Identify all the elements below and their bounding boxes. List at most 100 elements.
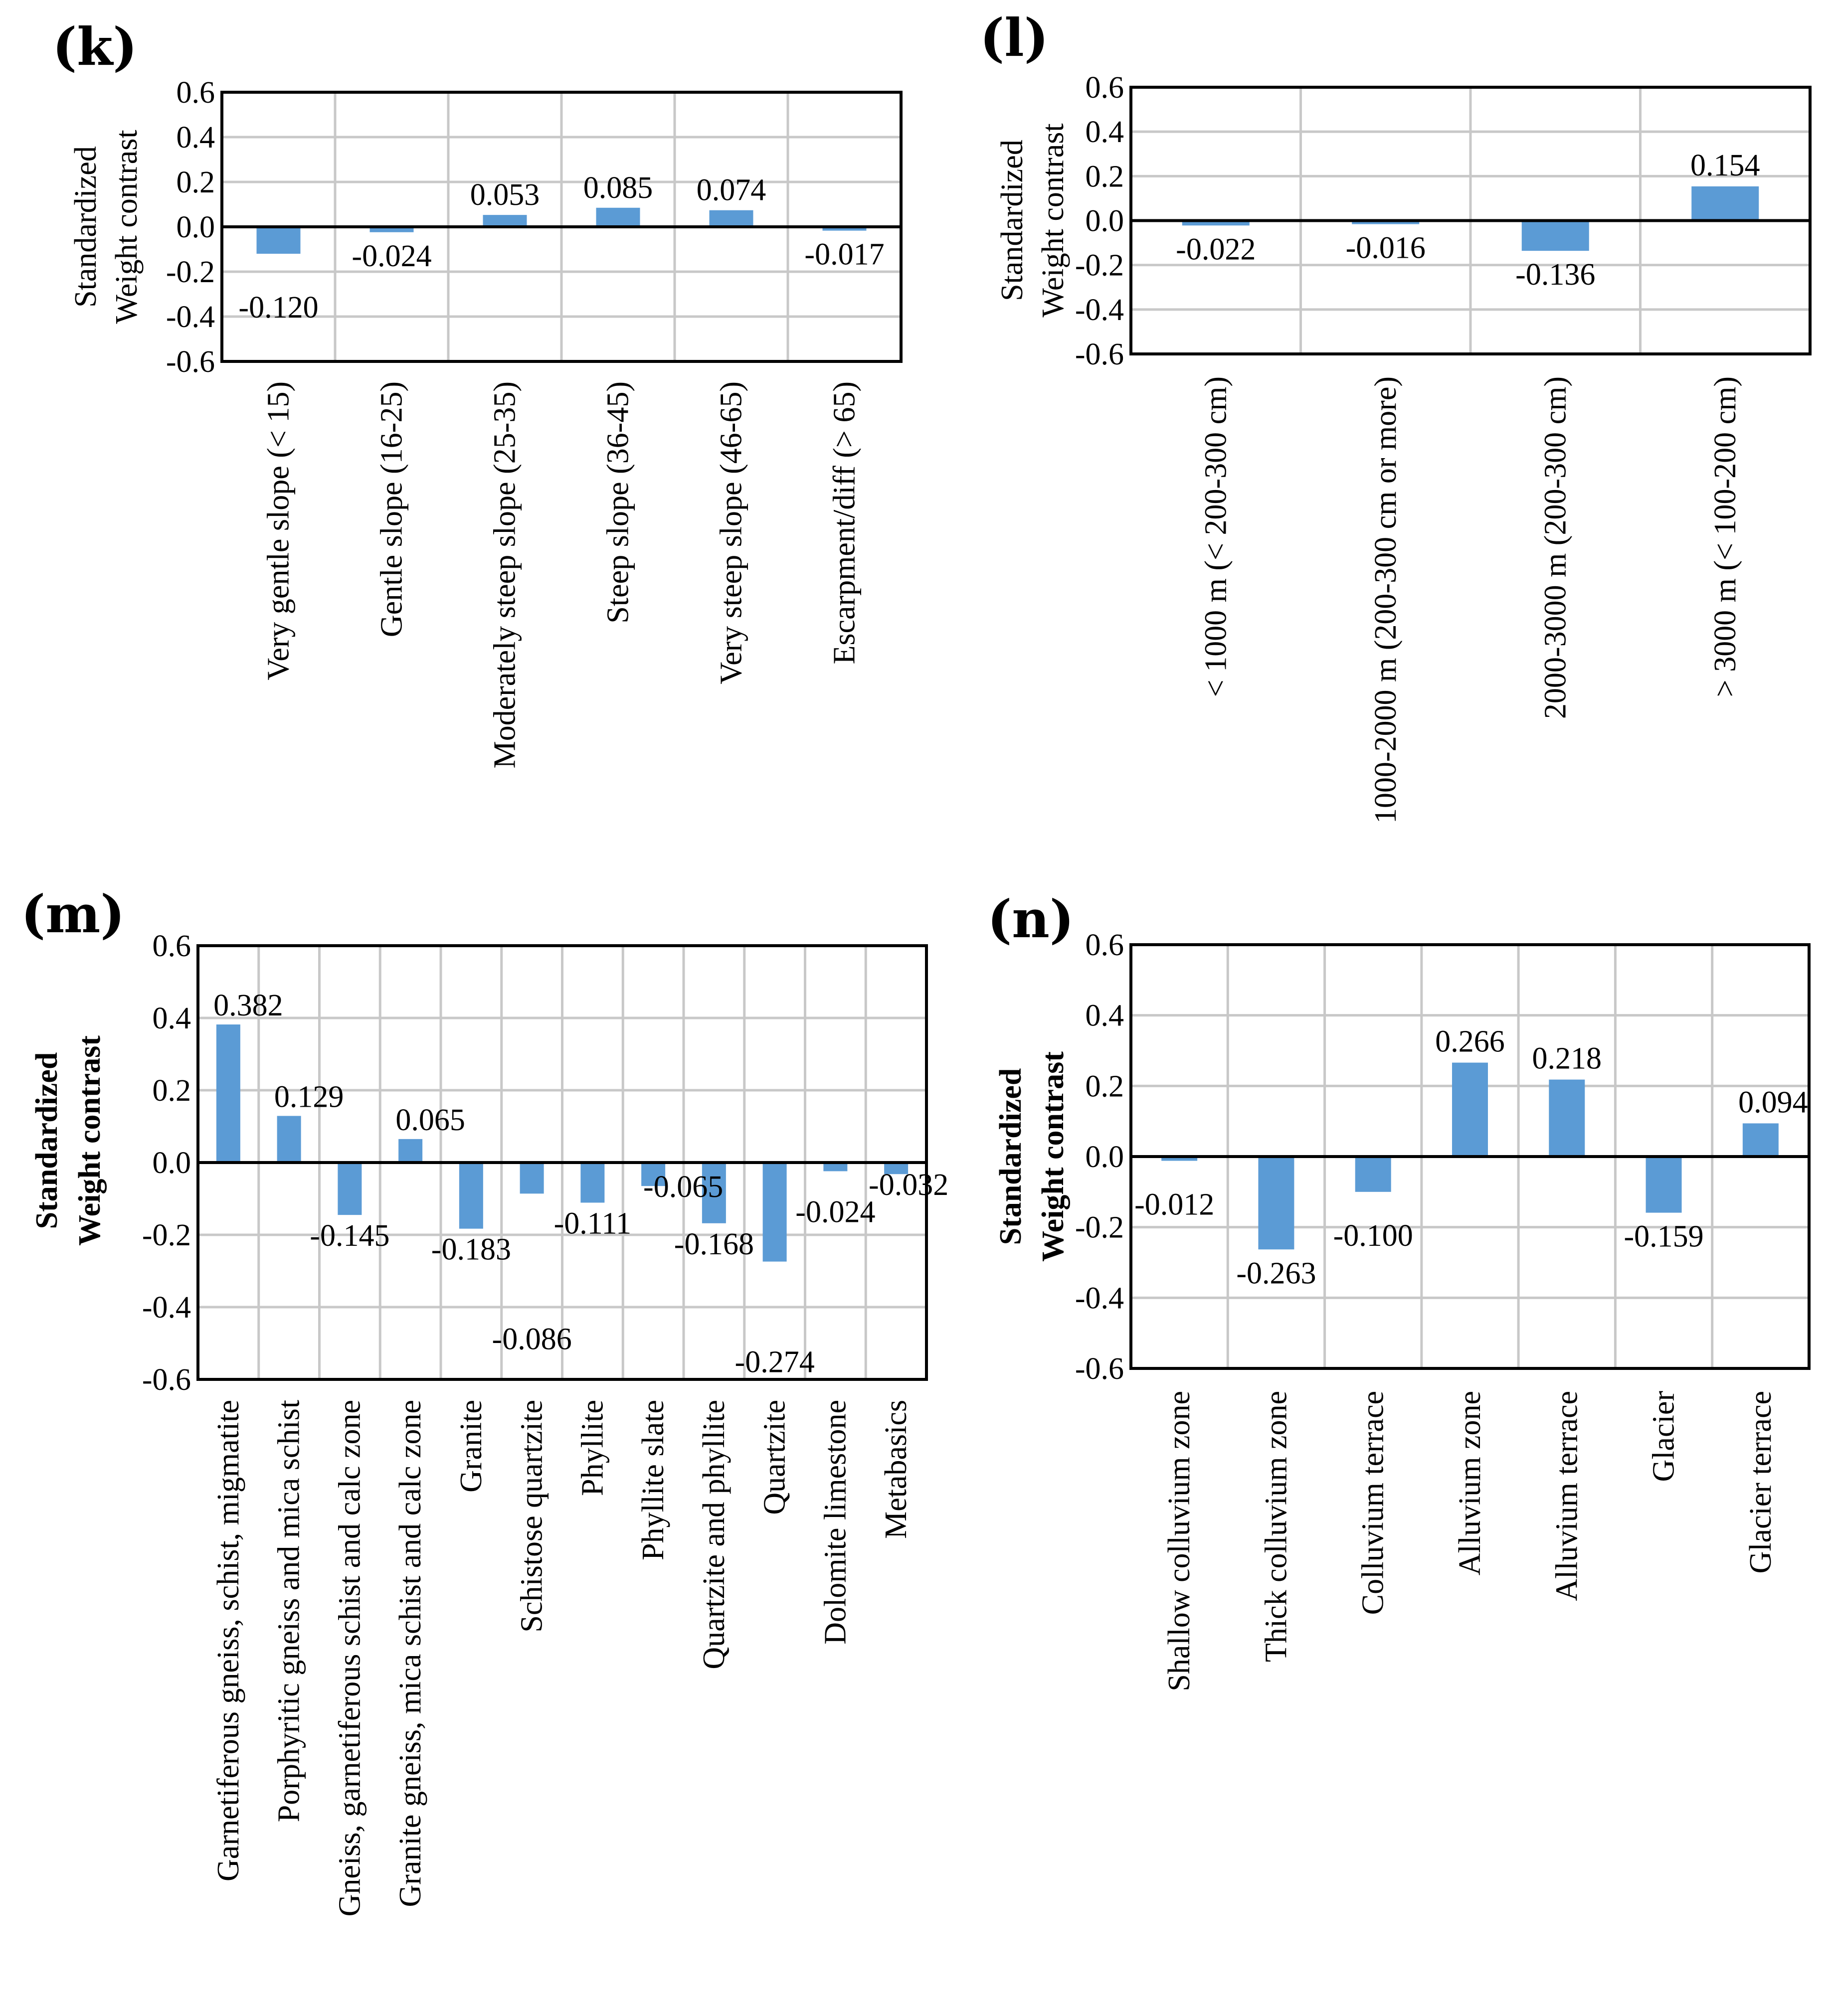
data-label: -0.145: [310, 1219, 389, 1253]
data-label: 0.266: [1435, 1025, 1505, 1059]
y-tick-label: 0.6: [1086, 928, 1124, 962]
y-tick-label: -0.2: [1075, 1211, 1124, 1245]
y-axis-title-line2: Weight contrast: [73, 1035, 107, 1246]
y-tick-label: -0.4: [166, 300, 215, 334]
y-axis-title-line1: Standardized: [69, 146, 103, 308]
y-tick-label: 0.0: [153, 1146, 191, 1180]
bar-4: [398, 1139, 423, 1163]
bar-4: [596, 207, 640, 227]
x-tick-label: Granite: [454, 1400, 488, 1493]
data-label: -0.017: [804, 238, 884, 272]
y-tick-label: 0.2: [1086, 1069, 1124, 1103]
x-tick-label: Glacier terrace: [1744, 1391, 1778, 1574]
data-label: 0.074: [697, 173, 766, 207]
bar-5: [709, 210, 753, 227]
y-tick-label: 0.2: [177, 166, 215, 199]
bar-8: [641, 1163, 666, 1186]
bar-2: [277, 1116, 301, 1163]
bar-10: [762, 1163, 787, 1262]
x-tick-label: Steep slope (36-45): [601, 381, 635, 624]
plot-frame: [1129, 943, 1811, 1370]
bar-1: [1182, 220, 1250, 226]
x-tick-label: 1000-2000 m (200-300 cm or more): [1369, 376, 1403, 824]
x-tick-label: Gentle slope (16-25): [375, 381, 409, 637]
bar-6: [520, 1163, 544, 1194]
data-label: -0.100: [1333, 1219, 1413, 1253]
x-tick-label: Garnetiferous gneiss, schist, migmatite: [211, 1400, 245, 1881]
panel-label: (l): [980, 7, 1049, 68]
x-tick-label: > 3000 m (< 100-200 cm): [1708, 376, 1742, 697]
y-tick-label: 0.4: [153, 1002, 191, 1035]
y-tick-label: 0.6: [153, 929, 191, 963]
bar-11: [823, 1163, 848, 1172]
x-tick-label: Colluvium terrace: [1356, 1391, 1390, 1615]
data-label: -0.016: [1346, 231, 1426, 265]
x-tick-label: < 1000 m (< 200-300 cm): [1199, 376, 1233, 697]
data-label: -0.086: [492, 1322, 572, 1356]
x-tick-label: Porphyritic gneiss and mica schist: [272, 1400, 306, 1822]
bar-2: [1258, 1157, 1294, 1250]
x-tick-label: Phyllite: [575, 1400, 609, 1496]
x-tick-label: Glacier: [1647, 1391, 1681, 1482]
y-tick-label: -0.2: [166, 255, 215, 289]
data-label: -0.111: [554, 1206, 632, 1240]
x-tick-label: Alluvium zone: [1453, 1391, 1487, 1575]
bar-3: [338, 1163, 362, 1215]
data-label: -0.183: [431, 1233, 511, 1267]
panel-label: (n): [987, 888, 1074, 950]
x-tick-label: Very steep slope (46-65): [715, 381, 748, 684]
y-tick-label: -0.2: [1075, 249, 1124, 283]
x-tick-label: Schistose quartzite: [515, 1400, 549, 1633]
bar-4: [1691, 186, 1759, 221]
x-tick-label: Gneiss, garnetiferous schist and calc zo…: [333, 1400, 366, 1916]
x-tick-label: Metabasics: [879, 1400, 913, 1539]
x-tick-label: Very gentle slope (< 15): [262, 381, 296, 680]
bar-2: [1352, 220, 1420, 224]
bar-5: [1549, 1079, 1585, 1157]
y-axis-title-line2: Weight contrast: [1036, 123, 1070, 317]
x-tick-label: Quartzite: [758, 1400, 792, 1515]
bar-7: [580, 1163, 605, 1203]
bar-3: [1521, 220, 1589, 251]
data-label: 0.065: [395, 1103, 465, 1137]
y-tick-label: 0.6: [1086, 71, 1124, 105]
chart-panel-2: (m) 0.6 0.4 0.2 0.0 -0.2 -0.4 -0.6 0.382 0.129 -0.…: [21, 883, 948, 1916]
data-label: -0.120: [238, 291, 318, 325]
bar-12: [884, 1163, 909, 1175]
y-tick-label: -0.6: [1075, 1352, 1124, 1386]
x-tick-label: Quartzite and phyllite: [697, 1400, 731, 1670]
bar-3: [483, 215, 527, 227]
y-tick-label: 0.0: [1086, 1140, 1124, 1174]
bar-1: [1161, 1157, 1198, 1161]
data-label: 0.053: [470, 178, 540, 212]
y-tick-label: 0.2: [1086, 160, 1124, 193]
x-tick-label: Dolomite limestone: [818, 1400, 852, 1645]
data-label: -0.022: [1176, 232, 1256, 266]
y-tick-label: -0.6: [1075, 337, 1124, 371]
y-tick-label: -0.6: [142, 1363, 191, 1397]
y-tick-label: 0.4: [177, 121, 215, 155]
bar-5: [459, 1163, 483, 1229]
x-tick-label: Phyllite slate: [636, 1400, 670, 1560]
y-axis-title-line1: Standardized: [995, 140, 1029, 301]
bar-6: [822, 227, 867, 231]
panel-label: (k): [52, 16, 137, 77]
panel-label: (m): [21, 883, 125, 945]
data-label: -0.012: [1134, 1188, 1214, 1222]
x-tick-label: Granite gneiss, mica schist and calc zon…: [393, 1400, 427, 1907]
x-tick-label: 2000-3000 m (200-300 cm): [1538, 376, 1572, 719]
y-axis-title-line2: Weight contrast: [1036, 1051, 1070, 1262]
y-tick-label: 0.6: [177, 76, 215, 110]
data-label: -0.024: [352, 239, 431, 273]
y-tick-label: 0.0: [1086, 204, 1124, 238]
data-label: -0.168: [674, 1227, 754, 1261]
plot-frame: [220, 91, 903, 363]
y-tick-label: 0.0: [177, 210, 215, 244]
x-tick-label: Moderately steep slope (25-35): [488, 381, 522, 768]
y-tick-label: -0.4: [1075, 1281, 1124, 1315]
y-axis-title-line2: Weight contrast: [110, 130, 144, 324]
data-label: -0.065: [643, 1170, 723, 1204]
data-label: 0.085: [583, 171, 653, 205]
bar-1: [216, 1024, 240, 1163]
